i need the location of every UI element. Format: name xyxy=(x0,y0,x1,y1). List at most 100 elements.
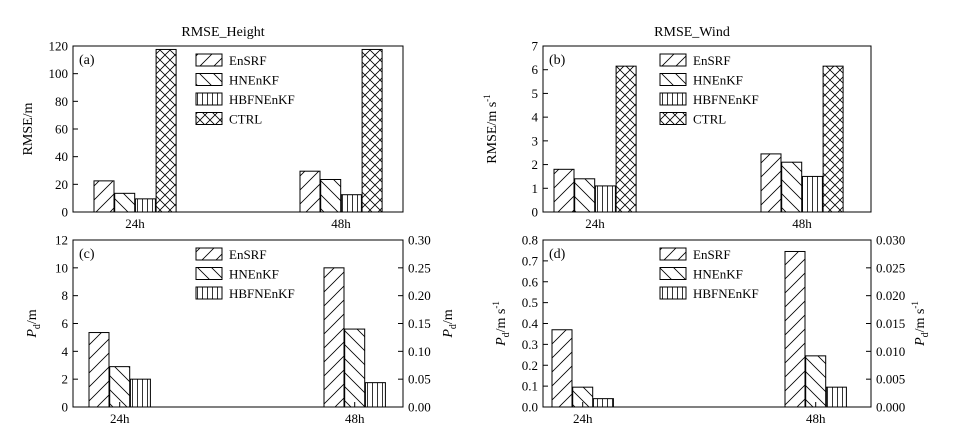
y-tick-label: 0.1 xyxy=(522,379,538,394)
y-tick-label: 2 xyxy=(532,157,539,172)
bar-ensrf-48h xyxy=(299,170,321,213)
legend-swatch-ctrl xyxy=(195,112,223,125)
y-right-tick-label: 0.25 xyxy=(408,260,431,275)
y-label-sub: d xyxy=(32,324,43,329)
y-tick-label: 0 xyxy=(62,205,69,220)
y-right-tick-label: 0.005 xyxy=(876,372,905,387)
x-tick-label: 48h xyxy=(331,216,351,231)
y-right-tick-label: 0.15 xyxy=(408,316,431,331)
bar-ctrl-48h xyxy=(822,65,844,213)
bar-ensrf-24h xyxy=(551,329,573,408)
x-tick-label: 48h xyxy=(345,411,365,426)
y-tick-label: 80 xyxy=(55,94,68,109)
chart-panel-b: 0 1 2 3 4 5 6 7 24h 48h EnSRF HNEnKF HBFNEnKF CTRL (b)… xyxy=(482,25,872,231)
y-tick-label: 1 xyxy=(532,181,539,196)
y-tick-label: 10 xyxy=(55,260,68,275)
legend-swatch-ctrl xyxy=(659,112,687,125)
y-right-tick-label: 0.20 xyxy=(408,288,431,303)
y-right-tick-label: 0.000 xyxy=(876,400,905,415)
legend-swatch-ensrf xyxy=(195,247,223,261)
legend-label-ctrl: CTRL xyxy=(229,112,262,127)
bar-hbfnenkf-24h xyxy=(594,185,616,213)
bar-hbfnenkf-24h xyxy=(592,398,614,408)
legend-swatch-ensrf xyxy=(659,247,687,261)
bar-ensrf-24h xyxy=(88,332,110,408)
y-tick-label: 4 xyxy=(62,344,69,359)
x-tick-label: 24h xyxy=(573,411,593,426)
bar-ensrf-24h xyxy=(93,180,115,213)
y-right-tick-label: 0.05 xyxy=(408,372,431,387)
y-tick-label: 3 xyxy=(532,133,539,148)
legend-label-hnenkf: HNEnKF xyxy=(693,267,743,282)
legend-label-ensrf: EnSRF xyxy=(693,247,731,262)
y-label-sub: d xyxy=(501,332,512,337)
y-tick-label: 0.3 xyxy=(522,337,538,352)
x-tick-label: 24h xyxy=(110,411,130,426)
bar-ctrl-24h xyxy=(155,48,177,213)
chart-panel-a: 0 20 40 60 80 100 120 24h 48h EnSRF HNEnKF HBFNEnKF… xyxy=(21,25,404,231)
legend-label-hnenkf: HNEnKF xyxy=(229,267,279,282)
y-tick-label: 6 xyxy=(532,62,539,77)
y-right-tick-label: 0.10 xyxy=(408,344,431,359)
bar-hnenkf-24h xyxy=(109,366,131,408)
legend-label-ctrl: CTRL xyxy=(693,112,726,127)
y-tick-label: 20 xyxy=(55,177,68,192)
y-right-tick-label: 0.30 xyxy=(408,233,431,248)
legend-swatch-hnenkf xyxy=(195,267,223,280)
legend-swatch-ensrf xyxy=(195,53,223,67)
legend-label-hnenkf: HNEnKF xyxy=(229,73,279,88)
bar-hbfnenkf-48h xyxy=(825,386,847,408)
plot-frame xyxy=(542,45,872,213)
y-tick-label: 5 xyxy=(532,86,539,101)
legend-swatch-hnenkf xyxy=(195,73,223,86)
y-axis-label: Pd/m xyxy=(25,309,43,338)
chart-title: RMSE_Wind xyxy=(654,25,730,40)
legend-label-hbfnenkf: HBFNEnKF xyxy=(693,286,759,301)
legend-swatch-ensrf xyxy=(659,53,687,67)
plot-frame xyxy=(72,45,404,213)
bar-hnenkf-48h xyxy=(781,161,803,213)
bar-hbfnenkf-48h xyxy=(364,382,386,408)
chart-title: RMSE_Height xyxy=(181,25,264,40)
bar-hnenkf-24h xyxy=(114,192,136,213)
y-tick-label: 0 xyxy=(532,205,539,220)
panel-label: (c) xyxy=(79,247,95,262)
y-tick-label: 0.2 xyxy=(522,358,538,373)
bar-hnenkf-48h xyxy=(805,355,827,408)
bar-ensrf-24h xyxy=(553,168,575,213)
legend-swatch-hbfnenkf xyxy=(195,92,223,106)
bar-ensrf-48h xyxy=(323,267,345,408)
y-tick-label: 2 xyxy=(62,372,69,387)
chart-panel-c: 0 2 4 6 8 10 12 0.00 0.05 0.10 0.15 0.20 0.25 0.30 24h… xyxy=(25,233,459,427)
legend-label-ensrf: EnSRF xyxy=(693,53,731,68)
legend-label-hbfnenkf: HBFNEnKF xyxy=(229,286,295,301)
y-tick-label: 6 xyxy=(62,316,69,331)
y-tick-label: 0.8 xyxy=(522,233,538,248)
y-tick-label: 0.5 xyxy=(522,295,538,310)
x-tick-label: 24h xyxy=(585,216,605,231)
legend-swatch-hbfnenkf xyxy=(659,286,687,300)
y-tick-label: 0.7 xyxy=(522,253,539,268)
y-tick-label: 12 xyxy=(55,233,68,248)
y-right-tick-label: 0.015 xyxy=(876,316,905,331)
y-right-tick-label: 0.030 xyxy=(876,233,905,248)
y-tick-label: 120 xyxy=(49,39,69,54)
legend-label-ensrf: EnSRF xyxy=(229,247,267,262)
y-tick-label: 0 xyxy=(62,400,69,415)
y-tick-label: 4 xyxy=(532,110,539,125)
y-tick-label: 100 xyxy=(49,66,69,81)
y-label-unit: /m xyxy=(25,309,40,324)
y-right-tick-label: 0.010 xyxy=(876,344,905,359)
legend-swatch-hnenkf xyxy=(659,73,687,86)
y-right-tick-label: 0.025 xyxy=(876,260,905,275)
legend-label-hnenkf: HNEnKF xyxy=(693,73,743,88)
y-label-unit: /m s xyxy=(494,309,509,333)
legend-swatch-hnenkf xyxy=(659,267,687,280)
bar-hbfnenkf-24h xyxy=(134,198,156,213)
y-tick-label: 40 xyxy=(55,149,68,164)
y-label-main: P xyxy=(913,337,928,347)
y-label-sup: -1 xyxy=(491,301,501,309)
bar-hnenkf-24h xyxy=(574,178,596,213)
y-label-sub: d xyxy=(920,332,931,337)
bar-ctrl-48h xyxy=(361,48,383,213)
